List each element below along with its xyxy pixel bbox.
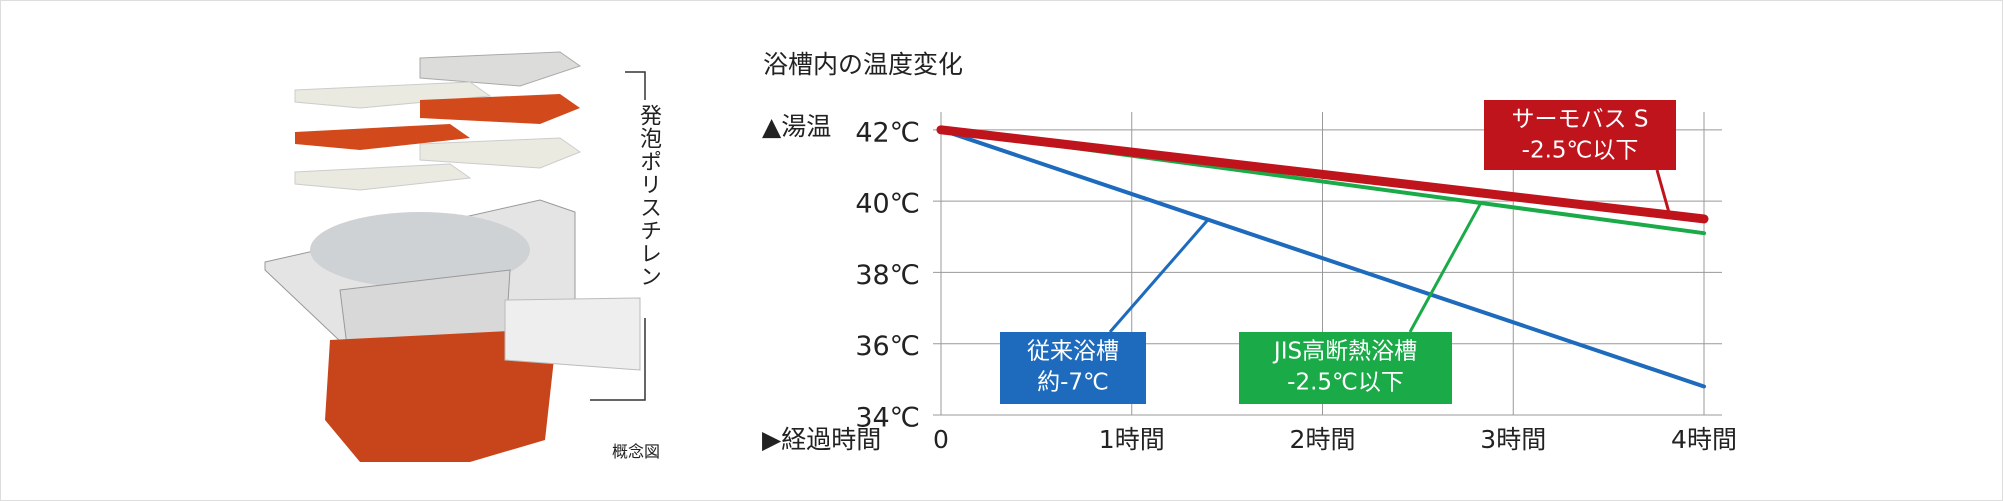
legend-label: JIS高断熱浴槽 <box>1272 339 1417 365</box>
legend-note: 約-7℃ <box>1037 370 1109 396</box>
y-tick-label: 42℃ <box>855 117 920 148</box>
caption: 概念図 <box>612 442 661 461</box>
line <box>936 125 1709 224</box>
y-axis-label: ▲湯温 <box>762 112 831 141</box>
legend-label: 従来浴槽 <box>1027 339 1119 365</box>
leader-line <box>1655 169 1672 216</box>
y-tick-label: 36℃ <box>855 331 920 362</box>
x-tick-label: 2時間 <box>1290 425 1356 454</box>
x-tick-label: 4時間 <box>1671 425 1737 454</box>
material-label: 発泡ポリスチレン <box>636 104 661 288</box>
legend-box <box>1239 332 1452 404</box>
legend-note: -2.5℃以下 <box>1287 370 1404 396</box>
chart-title: 浴槽内の温度変化 <box>763 50 963 79</box>
leader-line <box>1108 218 1210 333</box>
x-tick-label: 1時間 <box>1099 425 1165 454</box>
leader-line <box>1408 202 1483 333</box>
y-tick-label: 40℃ <box>855 189 920 220</box>
y-tick-label: 38℃ <box>855 260 920 291</box>
line <box>939 127 1706 389</box>
y-tick-label: 34℃ <box>855 403 920 434</box>
bathtub-illustration <box>264 51 646 462</box>
x-tick-label: 0 <box>933 425 949 454</box>
legend-label: サーモバス S <box>1512 107 1649 133</box>
legend-box <box>1484 100 1676 170</box>
x-axis-label: ▶経過時間 <box>762 425 881 454</box>
x-tick-label: 3時間 <box>1480 425 1546 454</box>
legend-box <box>1000 332 1146 404</box>
legend-note: -2.5℃以下 <box>1522 138 1639 164</box>
